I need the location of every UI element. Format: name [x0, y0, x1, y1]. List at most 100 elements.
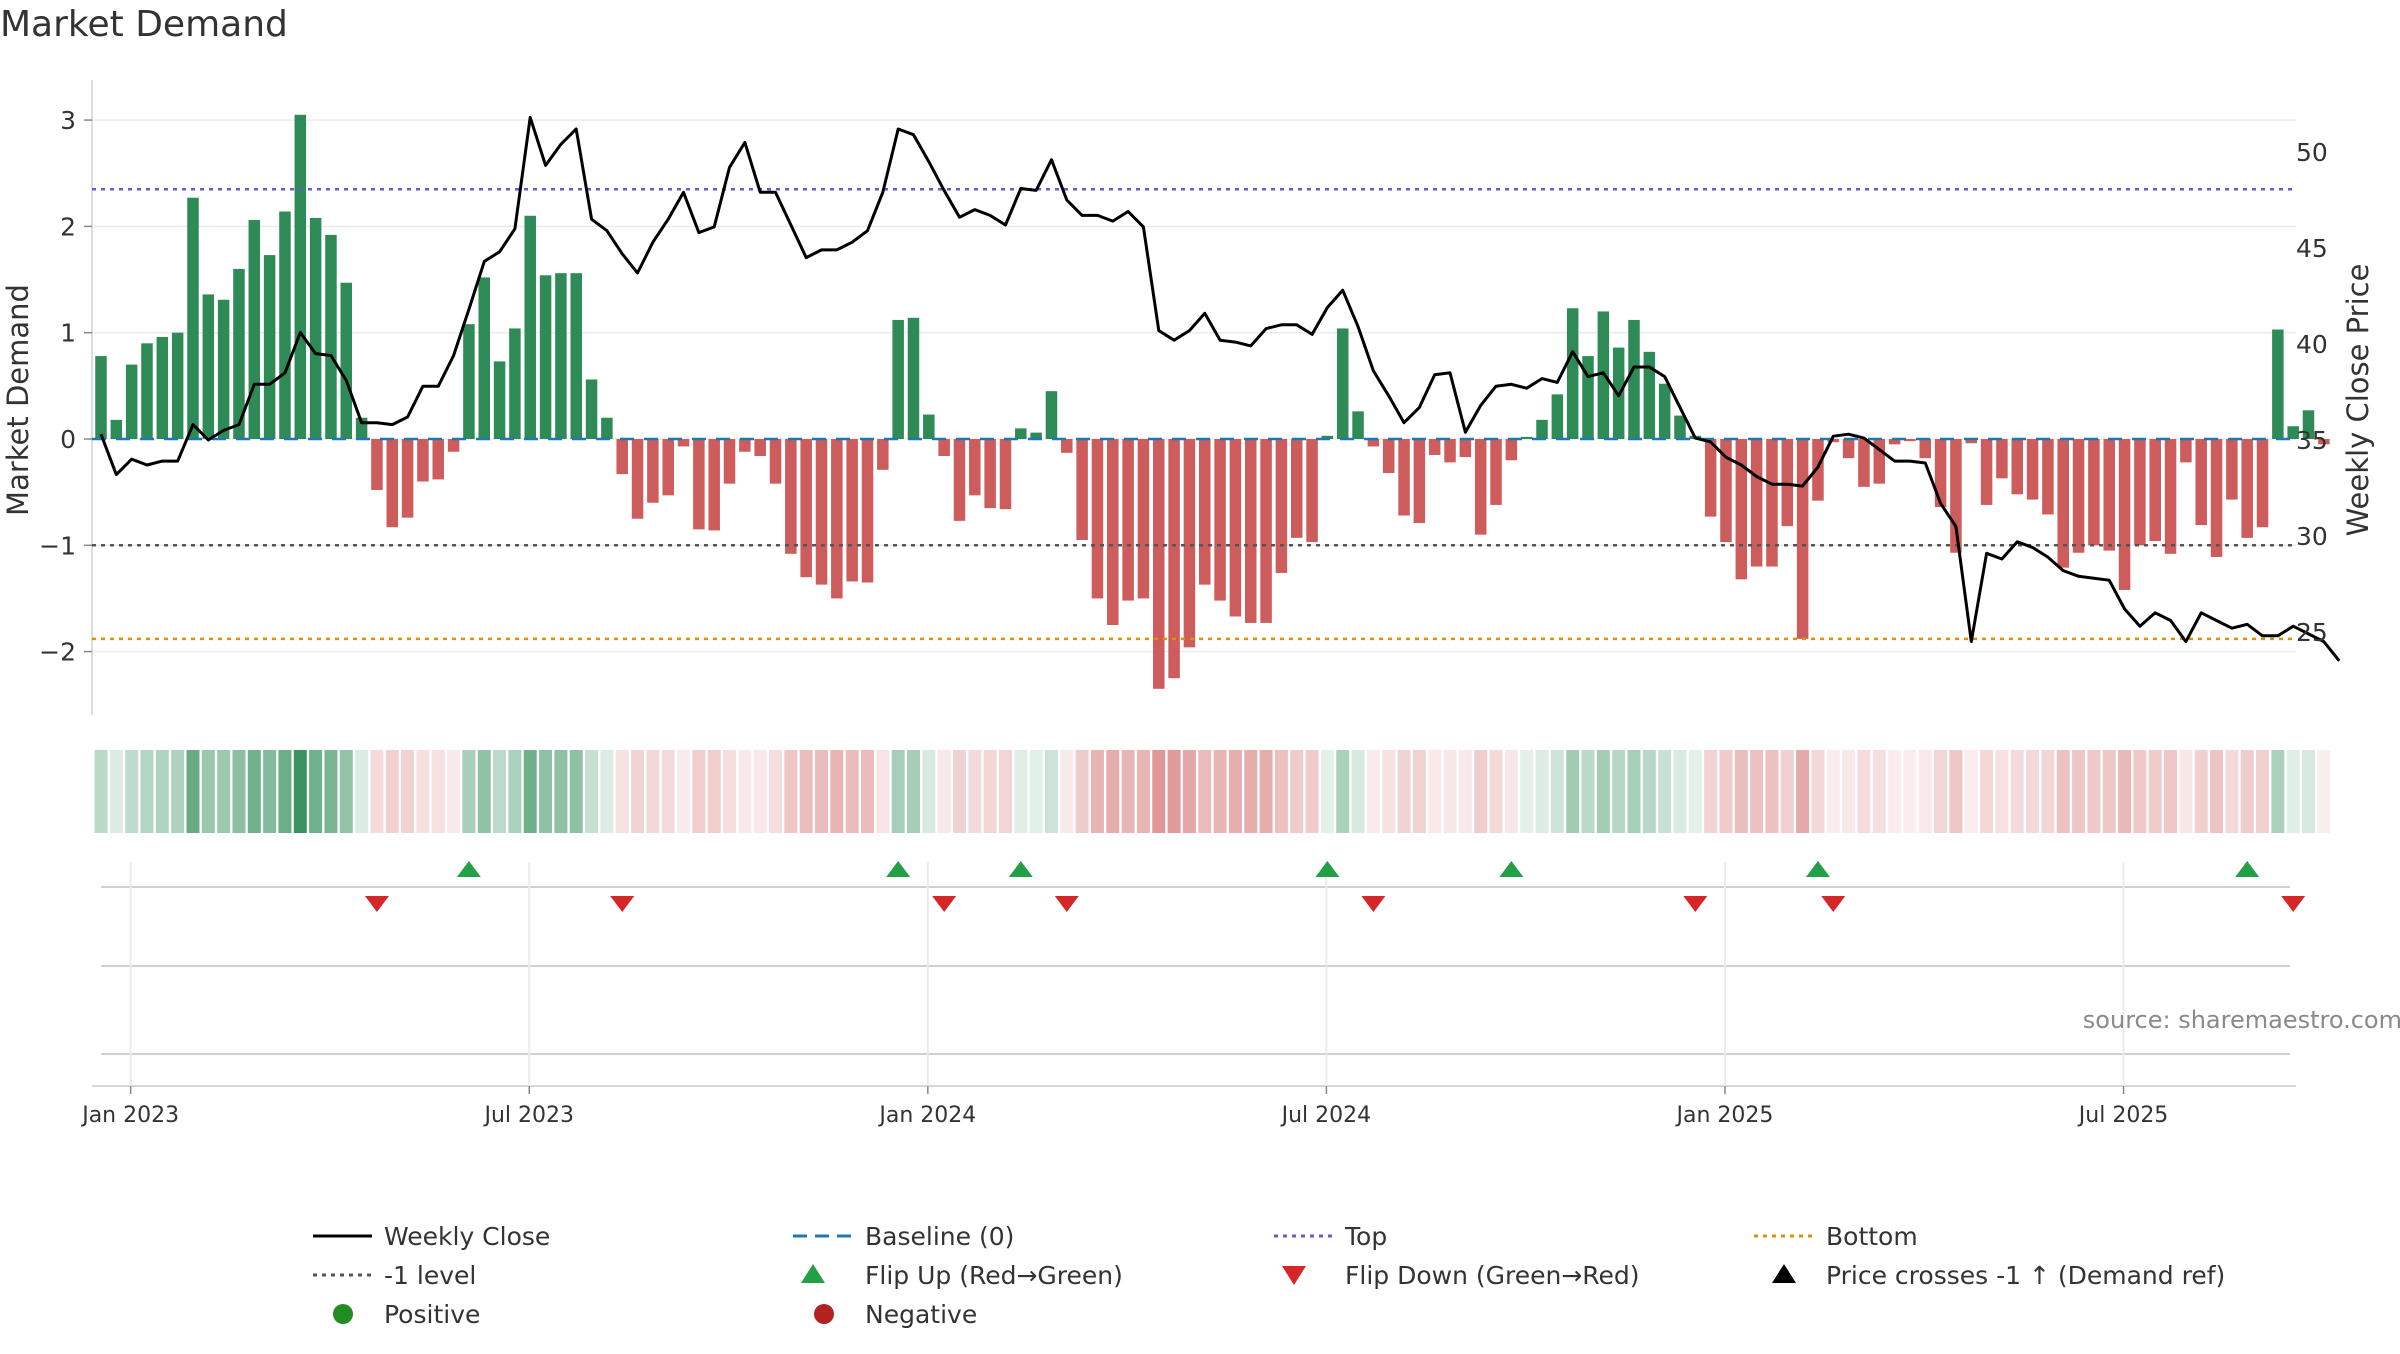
flip-down-marker [1821, 896, 1846, 912]
demand-bar [1520, 436, 1533, 439]
heat-strip-cell [2026, 750, 2040, 833]
heat-strip-cell [1612, 750, 1626, 833]
heat-strip-cell [1581, 750, 1595, 833]
heat-strip-cell [416, 750, 430, 833]
heat-strip-cell [355, 750, 369, 833]
demand-bar [1168, 439, 1180, 679]
heat-strip-cell [140, 750, 154, 833]
demand-bar [1306, 439, 1318, 543]
heat-strip-cell [385, 750, 399, 833]
demand-bar [2287, 426, 2299, 439]
demand-bar [1076, 439, 1088, 540]
heat-strip-cell [615, 750, 629, 833]
heat-strip-cell [247, 750, 261, 833]
demand-bar [401, 439, 414, 518]
heat-strip-cell [2133, 750, 2147, 833]
heat-strip-cell [263, 750, 277, 833]
demand-bar [125, 364, 138, 439]
demand-bar [171, 332, 184, 439]
demand-bar [1904, 439, 1916, 442]
demand-bar [1766, 439, 1778, 567]
y-axis-label: Market Demand [1, 284, 35, 516]
demand-bar [2088, 439, 2100, 546]
heat-strip-cell [1290, 750, 1304, 833]
heat-strip-cell [2286, 750, 2300, 833]
legend-flip-down: Flip Down (Green→Red) [1345, 1261, 1640, 1290]
demand-bar [1827, 439, 1840, 443]
demand-bar [2072, 439, 2085, 553]
x-tick-label: Jan 2025 [1675, 1103, 1774, 1128]
y-tick-label: −1 [39, 531, 76, 560]
y-tick-label: 2 [60, 212, 76, 241]
demand-bar [1045, 391, 1058, 439]
heat-strip-cell [554, 750, 568, 833]
heat-strip-cell [1964, 750, 1978, 833]
demand-bar [616, 439, 628, 475]
demand-bar [1382, 439, 1395, 474]
demand-bar [1214, 439, 1226, 601]
demand-bar [999, 439, 1012, 510]
demand-bar [1566, 308, 1579, 439]
heat-strip-cell [1688, 750, 1702, 833]
demand-bar [1015, 428, 1027, 439]
heat-strip-cell [1765, 750, 1779, 833]
demand-bar [386, 439, 399, 528]
demand-bar [585, 379, 598, 439]
demand-bar [95, 356, 107, 439]
flip-down-marker [932, 896, 957, 912]
heat-strip-cell [125, 750, 139, 833]
demand-bar [969, 439, 981, 496]
y2-tick-label: 45 [2296, 234, 2328, 263]
y2-tick-label: 50 [2296, 138, 2328, 167]
heat-strip-cell [1274, 750, 1288, 833]
demand-bar [877, 439, 889, 470]
demand-bar [1950, 439, 1962, 553]
heat-strip-cell [155, 750, 169, 833]
legend-flip-down-icon [1282, 1266, 1306, 1285]
heat-strip-cell [1719, 750, 1733, 833]
demand-bar [2210, 439, 2223, 557]
demand-bar [570, 273, 582, 439]
legend-bottom: Bottom [1826, 1222, 1918, 1251]
demand-bar [739, 439, 751, 452]
demand-bar [1398, 439, 1410, 516]
heat-strip-cell [723, 750, 737, 833]
y2-tick-label: 30 [2296, 522, 2328, 551]
demand-bar [539, 275, 552, 439]
heat-strip-cell [293, 750, 307, 833]
demand-bar [1030, 432, 1042, 439]
demand-bar [1183, 439, 1196, 648]
heat-strip-cell [1029, 750, 1043, 833]
source-label: source: sharemaestro.com [2082, 1006, 2400, 1034]
heat-strip-cell [94, 750, 108, 833]
heat-strip-cell [309, 750, 323, 833]
legend-negative-dot [814, 1304, 834, 1324]
heat-strip-cell [1796, 750, 1810, 833]
heat-strip-cell [1090, 750, 1104, 833]
demand-bar [2180, 439, 2192, 463]
heat-strip-cell [2317, 750, 2331, 833]
heat-strip-cell [906, 750, 920, 833]
demand-bars [95, 114, 2330, 689]
demand-bar [1873, 439, 1886, 484]
demand-bar [601, 417, 613, 439]
y-tick-label: 3 [60, 106, 76, 135]
demand-bar [1796, 439, 1809, 639]
heat-strip-cell [738, 750, 752, 833]
demand-bar [217, 299, 230, 439]
demand-bar [294, 114, 307, 439]
heat-strip-cell [1596, 750, 1610, 833]
heat-strip-cell [1826, 750, 1840, 833]
heat-strip-cell [2164, 750, 2178, 833]
y2-tick-label: 25 [2296, 618, 2328, 647]
demand-bar [141, 343, 153, 439]
demand-bar [1107, 439, 1119, 626]
heat-strip-cell [217, 750, 231, 833]
heat-strip-cell [339, 750, 353, 833]
heat-strip-cell [1903, 750, 1917, 833]
demand-bar [309, 217, 322, 439]
heat-strip-cell [2240, 750, 2254, 833]
chart-title: Market Demand [0, 4, 288, 45]
demand-bar [861, 439, 874, 583]
heat-strip-cell [1566, 750, 1580, 833]
